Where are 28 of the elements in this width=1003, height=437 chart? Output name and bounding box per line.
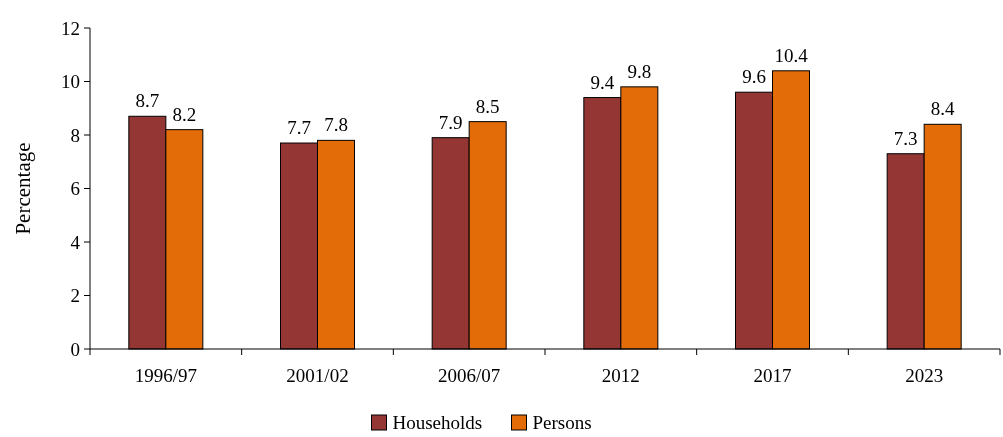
data-label: 9.6	[742, 66, 766, 88]
y-axis-title: Percentage	[11, 142, 35, 235]
x-tick-label: 1996/97	[134, 365, 197, 386]
x-tick-label: 2012	[601, 365, 640, 386]
y-tick-label: 4	[70, 231, 81, 253]
y-tick-label: 2	[70, 285, 80, 307]
data-label: 7.3	[893, 127, 918, 149]
data-label: 10.4	[774, 44, 809, 66]
x-tick-label: 2001/02	[286, 365, 349, 386]
y-tick-label: 6	[70, 178, 80, 200]
data-label: 7.9	[438, 111, 463, 133]
y-tick-label: 0	[70, 338, 80, 360]
data-label: 7.7	[287, 117, 311, 139]
y-tick-label: 8	[70, 124, 80, 146]
data-label: 8.5	[475, 95, 500, 117]
x-tick-label: 2017	[753, 365, 792, 386]
data-label: 7.8	[324, 114, 348, 136]
legend-label: Households	[392, 412, 483, 433]
data-label: 8.7	[135, 90, 160, 112]
x-tick-label: 2006/07	[438, 365, 501, 386]
data-label: 8.4	[930, 98, 956, 120]
y-tick-label: 10	[61, 71, 80, 93]
data-label: 9.8	[627, 60, 652, 82]
data-label: 9.4	[590, 71, 615, 93]
data-label: 8.2	[172, 103, 197, 125]
y-tick-label: 12	[61, 17, 80, 39]
x-tick-label: 2023	[905, 365, 944, 386]
legend-label: Persons	[532, 412, 592, 433]
